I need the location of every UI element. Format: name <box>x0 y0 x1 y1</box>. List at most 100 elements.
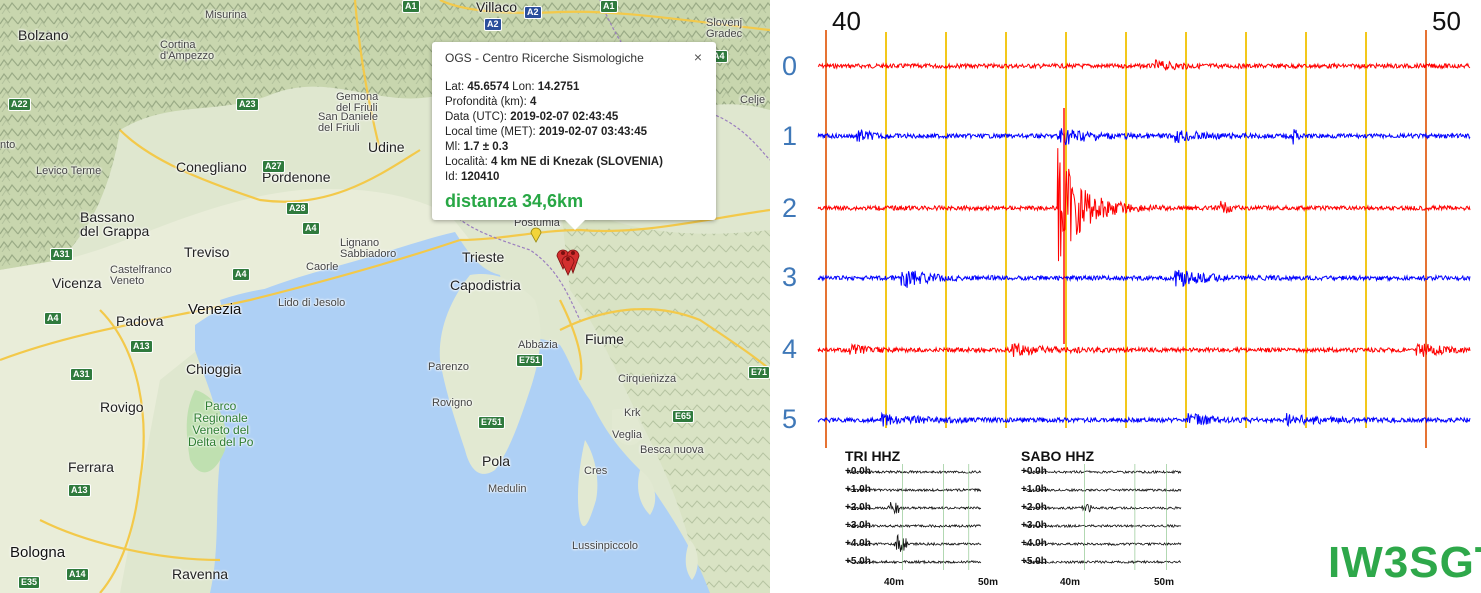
place-label: Parco Regionale Veneto del Delta del Po <box>188 399 254 449</box>
place-label: Lignano Sabbiadoro <box>340 237 397 260</box>
road-shield: A1 <box>600 0 618 13</box>
road-shield: E65 <box>672 410 695 423</box>
road-shield: A27 <box>262 160 285 173</box>
station-label-sabo: SABO HHZ <box>1021 448 1095 464</box>
mini-trace <box>1022 469 1182 475</box>
place-label: Fiume <box>585 331 624 347</box>
mini-offset-label: +4.0h <box>845 538 871 549</box>
place-label: Abbazia <box>518 339 558 351</box>
minute-label-start: 40 <box>832 6 861 36</box>
place-label: Pordenone <box>262 169 331 185</box>
road-shield: A13 <box>68 484 91 497</box>
mini-trace <box>846 523 981 529</box>
road-shield: E751 <box>516 354 544 367</box>
row-label-3: 3 <box>782 262 798 292</box>
mini-offset-label: +4.0h <box>1021 538 1047 549</box>
distance-label: distanza 34,6km <box>445 191 584 211</box>
place-label: Celje <box>740 94 766 106</box>
map-panel[interactable]: Bolzano Cortina d'Ampezzo Villaco Misurina U… <box>0 0 770 593</box>
mini-offset-label: +2.0h <box>1021 502 1047 513</box>
mini-trace <box>1022 541 1182 547</box>
road-shield: A31 <box>50 248 73 261</box>
place-label: Chioggia <box>186 361 242 377</box>
place-label: Caorle <box>306 261 339 273</box>
mini-trace <box>1022 504 1182 513</box>
mini-x-label: 50m <box>1154 577 1175 588</box>
place-label: Parenzo <box>428 361 469 373</box>
mini-x-label: 50m <box>978 577 999 588</box>
mini-offset-label: +3.0h <box>1021 520 1047 531</box>
place-label: Pola <box>482 453 511 469</box>
road-shield: A31 <box>70 368 93 381</box>
road-shield: A1 <box>402 0 420 13</box>
mini-offset-label: +1.0h <box>1021 484 1047 495</box>
place-label: Udine <box>368 139 405 155</box>
minute-label-end: 50 <box>1432 6 1461 36</box>
road-shield: A2 <box>484 18 502 31</box>
trace-row-5 <box>817 411 1471 428</box>
place-label: Rovigno <box>432 397 473 409</box>
mini-offset-label: +3.0h <box>845 520 871 531</box>
place-label: Misurina <box>205 9 247 21</box>
trace-row-4 <box>817 342 1471 357</box>
place-label: Bassano del Grappa <box>80 209 150 239</box>
place-label: Villaco <box>476 0 517 15</box>
seismogram-panel: 40 50 0 1 2 3 4 5 TRI HHZ SABO HHZ +0.0h… <box>770 0 1481 593</box>
place-label: Cortina d'Ampezzo <box>160 39 215 62</box>
road-shield: A2 <box>524 6 542 19</box>
mini-offset-label: +5.0h <box>1021 556 1047 567</box>
row-label-2: 2 <box>782 193 798 223</box>
place-label: Bologna <box>10 544 66 561</box>
popup-title: OGS - Centro Ricerche Sismologiche <box>445 51 644 65</box>
place-label: Ravenna <box>172 566 229 582</box>
place-label: Postumia <box>514 217 560 229</box>
row-label-0: 0 <box>782 51 798 81</box>
place-label: Veglia <box>612 429 642 441</box>
event-info-popup: OGS - Centro Ricerche Sismologiche × Lat… <box>432 42 716 230</box>
mini-trace <box>1022 523 1182 529</box>
place-label: Lussinpiccolo <box>572 540 639 552</box>
seismogram-plot <box>817 30 1471 570</box>
road-shield: E71 <box>748 366 770 379</box>
mini-trace <box>846 559 982 565</box>
mini-offset-label: +5.0h <box>845 556 871 567</box>
place-label: Trieste <box>462 249 505 265</box>
close-icon[interactable]: × <box>693 49 702 65</box>
road-shield: A23 <box>236 98 259 111</box>
mini-trace <box>846 533 982 552</box>
mini-trace <box>1023 559 1181 565</box>
place-label: nto <box>0 139 16 151</box>
mini-x-label: 40m <box>884 577 905 588</box>
mini-offset-label: +2.0h <box>845 502 871 513</box>
row-label-1: 1 <box>782 121 798 151</box>
mini-offset-label: +0.0h <box>845 466 871 477</box>
place-label: Lido di Jesolo <box>278 297 346 309</box>
station-marker-yellow[interactable] <box>530 225 542 243</box>
place-label: Krk <box>624 407 641 419</box>
place-label: Levico Terme <box>36 165 102 177</box>
place-label: San Daniele del Friuli <box>318 111 378 134</box>
mini-x-label: 40m <box>1060 577 1081 588</box>
place-label: Venezia <box>188 301 242 318</box>
popup-details: Lat: 45.6574 Lon: 14.2751 Profondità (km… <box>445 81 663 183</box>
mini-trace <box>846 487 982 493</box>
place-label: Medulin <box>488 483 527 495</box>
road-shield: E751 <box>478 416 506 429</box>
trace-row-3 <box>817 269 1471 288</box>
place-label: Conegliano <box>176 159 247 175</box>
place-label: Castelfranco Veneto <box>110 264 172 287</box>
road-shield: A13 <box>130 340 153 353</box>
place-label: Slovenj Gradec <box>706 17 743 40</box>
mini-offset-label: +1.0h <box>845 484 871 495</box>
mini-trace <box>846 502 982 515</box>
mini-trace <box>1022 487 1182 493</box>
row-label-4: 4 <box>782 334 798 364</box>
road-shield: A28 <box>286 202 309 215</box>
row-label-5: 5 <box>782 404 798 434</box>
road-shield: A4 <box>302 222 320 235</box>
station-label-tri: TRI HHZ <box>845 448 901 464</box>
event-marker-3[interactable] <box>561 252 575 276</box>
road-shield: A4 <box>232 268 250 281</box>
road-shield: A22 <box>8 98 31 111</box>
mini-trace <box>846 470 982 475</box>
